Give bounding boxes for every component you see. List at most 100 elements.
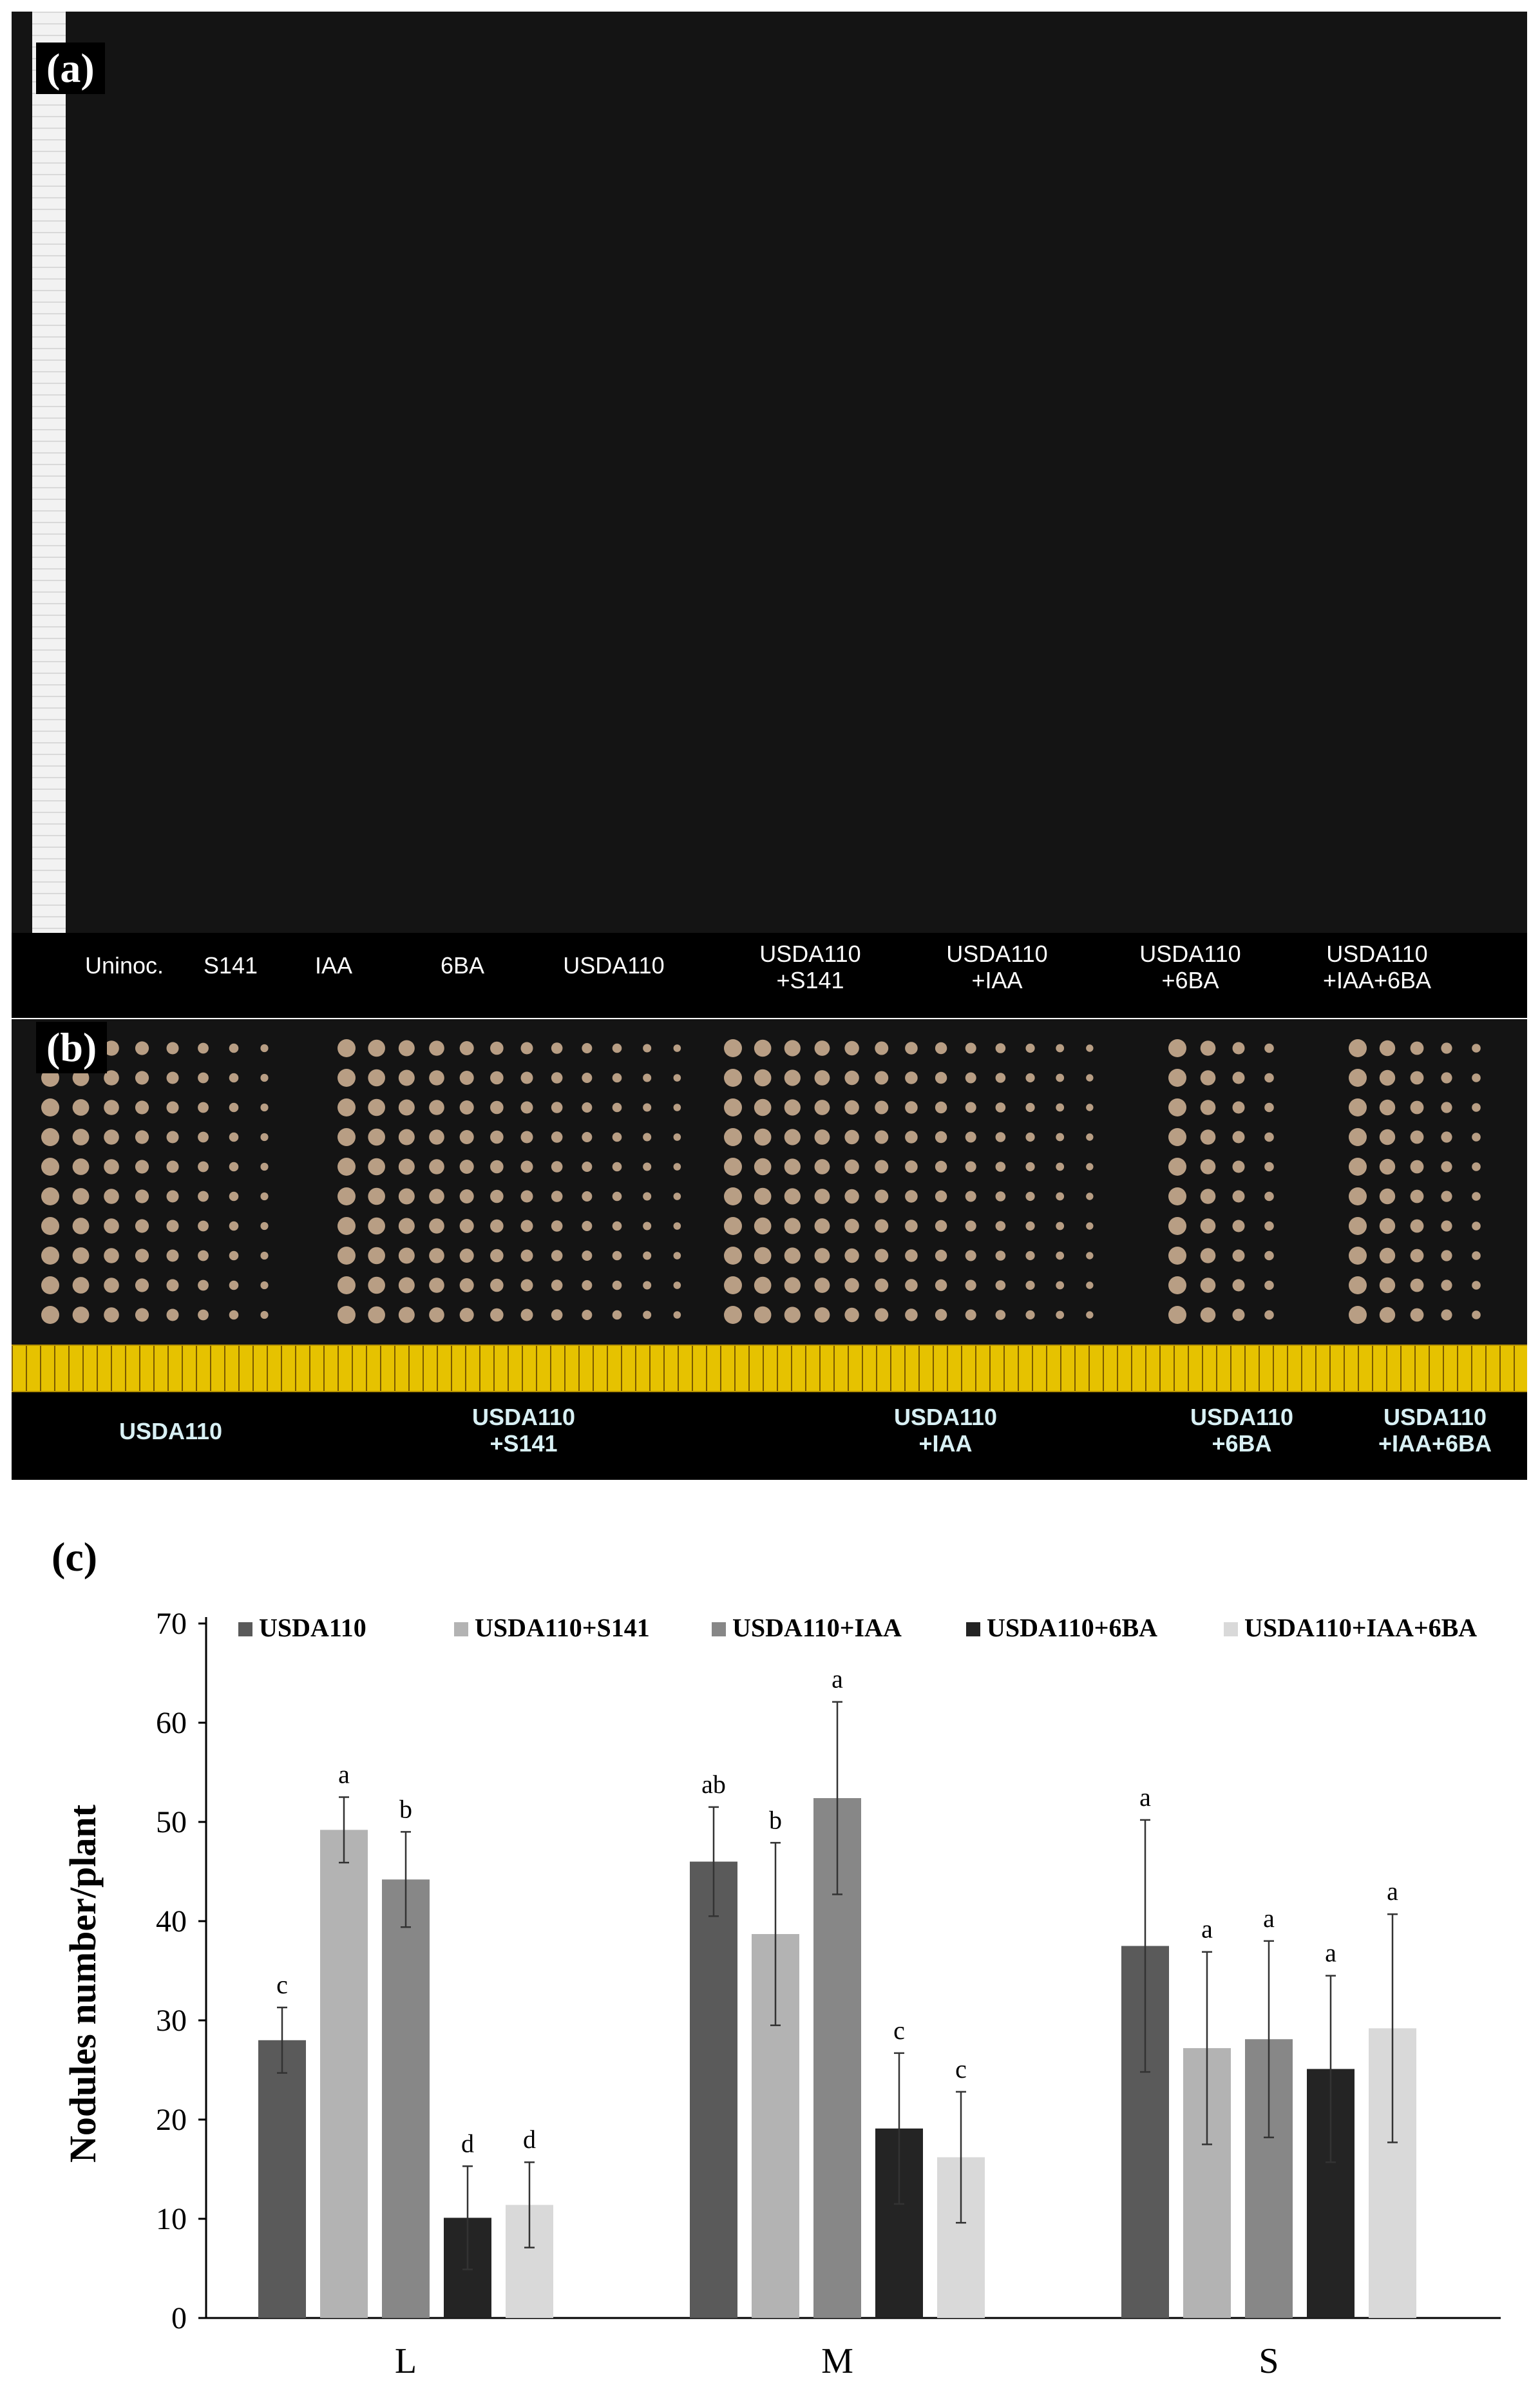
nodule-dot bbox=[612, 1102, 622, 1113]
nodule-dot bbox=[166, 1220, 179, 1232]
nodule-dot bbox=[754, 1158, 772, 1176]
nodule-dot bbox=[72, 1218, 90, 1234]
nodule-dot bbox=[368, 1098, 385, 1116]
nodule-dot bbox=[520, 1308, 533, 1321]
nodule-dot bbox=[260, 1221, 269, 1231]
label-uninoc: Uninoc. bbox=[84, 952, 164, 979]
significance-letter: b bbox=[769, 1805, 782, 1834]
nodule-dot bbox=[135, 1308, 149, 1322]
nodule-dot bbox=[724, 1247, 742, 1265]
nodule-dot bbox=[1441, 1279, 1452, 1291]
nodule-dot bbox=[965, 1279, 976, 1291]
nodule-dot bbox=[905, 1249, 918, 1262]
nodule-dot bbox=[1410, 1041, 1424, 1055]
y-tick-label: 20 bbox=[156, 2103, 187, 2137]
nodule-dot bbox=[1349, 1187, 1367, 1205]
nodule-dot bbox=[582, 1280, 593, 1290]
nodule-dot bbox=[784, 1307, 801, 1323]
nodule-dot bbox=[198, 1309, 209, 1321]
nodule-dot bbox=[229, 1191, 239, 1202]
nodule-dot bbox=[784, 1277, 801, 1294]
nodule-dot bbox=[337, 1128, 356, 1146]
y-tick-label: 10 bbox=[156, 2202, 187, 2236]
nodule-dot bbox=[643, 1103, 652, 1112]
nodule-dot bbox=[337, 1306, 356, 1324]
nodule-dot bbox=[459, 1219, 474, 1233]
nodule-dot bbox=[1200, 1100, 1216, 1115]
nodule-dot bbox=[875, 1189, 889, 1203]
nodule-dot bbox=[229, 1310, 239, 1320]
nodule-dot bbox=[520, 1071, 533, 1084]
nodule-dot bbox=[1441, 1042, 1452, 1054]
significance-letter: a bbox=[1387, 1877, 1398, 1906]
nodule-dot bbox=[166, 1160, 179, 1173]
nodule-dot bbox=[814, 1070, 830, 1086]
nodule-dot bbox=[1441, 1102, 1452, 1113]
nodule-dot bbox=[459, 1308, 474, 1322]
nodule-dot bbox=[724, 1098, 742, 1116]
nodule-dot bbox=[1168, 1247, 1186, 1265]
nodule-dot bbox=[582, 1132, 593, 1142]
nodule-dot bbox=[260, 1192, 269, 1201]
nodule-dot bbox=[198, 1220, 209, 1232]
nodule-dot bbox=[166, 1190, 179, 1203]
nodule-dot bbox=[1168, 1069, 1186, 1087]
nodule-dot bbox=[72, 1069, 90, 1086]
nodule-dot bbox=[551, 1161, 563, 1173]
nodule-dot bbox=[1200, 1070, 1216, 1086]
nodule-dot bbox=[198, 1191, 209, 1202]
nodule-dot bbox=[1472, 1281, 1481, 1290]
significance-letter: b bbox=[399, 1794, 412, 1823]
nodule-dot bbox=[1086, 1074, 1094, 1082]
significance-letter: ab bbox=[701, 1770, 726, 1799]
nodule-dot bbox=[1056, 1281, 1065, 1290]
panel-a-letter: (a) bbox=[36, 43, 105, 94]
nodule-dot bbox=[490, 1041, 504, 1055]
nodule-dot bbox=[1349, 1306, 1367, 1324]
label-usda110-6ba: USDA110 +6BA bbox=[1139, 941, 1241, 994]
nodule-dot bbox=[1232, 1042, 1245, 1055]
nodule-dot bbox=[72, 1277, 90, 1294]
nodule-dot bbox=[1025, 1280, 1035, 1290]
nodule-dot bbox=[1200, 1159, 1216, 1174]
bar bbox=[690, 1861, 737, 2318]
nodule-dot bbox=[551, 1309, 563, 1321]
label-iaa: IAA bbox=[314, 952, 353, 979]
nodule-dot bbox=[1168, 1276, 1186, 1294]
nodule-dot bbox=[429, 1159, 444, 1174]
nodule-dot bbox=[459, 1160, 474, 1174]
nodule-dot bbox=[1056, 1133, 1065, 1142]
panel-b-letter: (b) bbox=[36, 1022, 108, 1073]
nodule-dot bbox=[814, 1307, 830, 1323]
nodule-dot bbox=[1200, 1248, 1216, 1263]
nodule-dot bbox=[1025, 1073, 1035, 1083]
nodule-dot bbox=[724, 1187, 742, 1205]
nodule-dot bbox=[643, 1281, 652, 1290]
nodule-dot bbox=[1168, 1039, 1186, 1057]
legend-label: USDA110+6BA bbox=[987, 1613, 1157, 1642]
nodule-dot bbox=[582, 1310, 593, 1320]
nodule-dot bbox=[135, 1189, 149, 1203]
nodule-dot bbox=[1025, 1250, 1035, 1261]
nodule-dot bbox=[104, 1070, 119, 1086]
bar bbox=[258, 2040, 306, 2318]
nodule-dot bbox=[1410, 1071, 1424, 1085]
nodule-dot bbox=[1168, 1217, 1186, 1235]
nodule-dot bbox=[844, 1218, 859, 1234]
nodule-dot bbox=[995, 1310, 1006, 1320]
nodule-dot bbox=[104, 1159, 119, 1174]
nodule-dot bbox=[260, 1251, 269, 1260]
nodule-dot bbox=[429, 1100, 444, 1115]
nodule-dot bbox=[582, 1191, 593, 1202]
nodule-dot bbox=[104, 1129, 119, 1145]
legend-swatch bbox=[966, 1622, 980, 1636]
nodule-dot bbox=[1349, 1276, 1367, 1294]
label-usda110-s141: USDA110 +S141 bbox=[759, 941, 861, 994]
nodule-dot bbox=[1410, 1160, 1424, 1174]
bar bbox=[382, 1879, 430, 2318]
nodule-dot bbox=[673, 1104, 681, 1111]
nodule-dot bbox=[612, 1250, 622, 1261]
nodule-dot bbox=[844, 1159, 859, 1174]
nodule-dot bbox=[995, 1102, 1006, 1113]
legend-swatch bbox=[454, 1622, 468, 1636]
